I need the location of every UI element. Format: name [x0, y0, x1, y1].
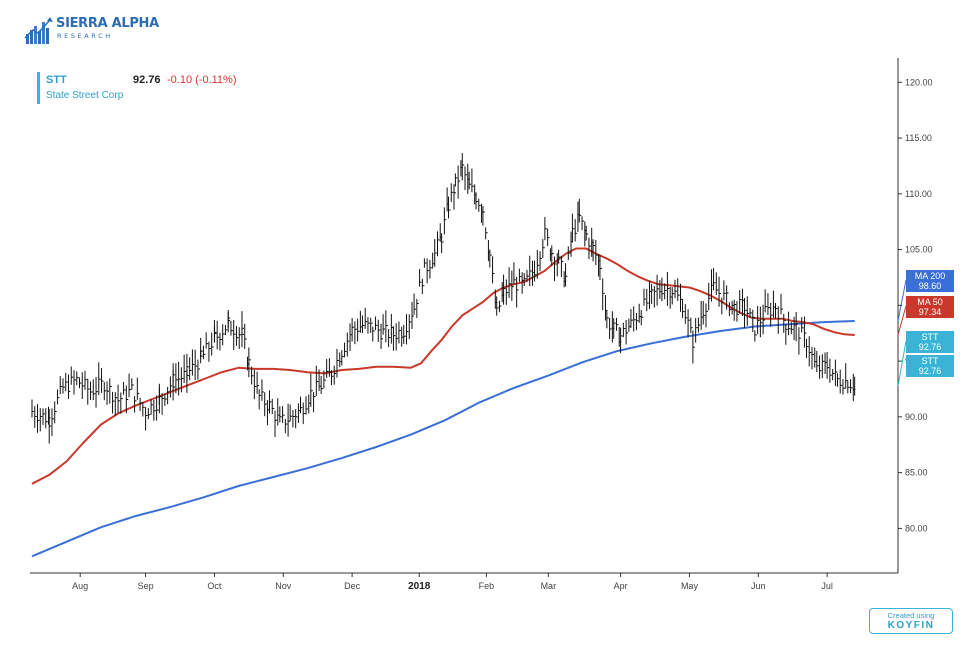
x-tick-label: Mar [541, 581, 557, 591]
y-tick-label: 120.00 [905, 77, 933, 87]
price-badge: STT 92.76 [906, 331, 954, 353]
x-tick-label: 2018 [408, 581, 431, 592]
logo-subtitle: RESEARCH [57, 32, 113, 40]
x-tick-label: Feb [479, 581, 495, 591]
ticker-header: STT State Street Corp [37, 72, 123, 104]
y-tick-label: 110.00 [905, 189, 932, 199]
x-tick-label: Jun [751, 581, 766, 591]
y-tick-label: 105.00 [905, 245, 933, 255]
ma200-badge: MA 200 98.60 [906, 270, 954, 292]
chart-frame [30, 58, 907, 574]
ma200-series [31, 320, 855, 558]
watermark-koyfin: KOYFIN [887, 620, 935, 631]
ma200-line [31, 320, 855, 558]
y-tick-label: 90.00 [905, 412, 928, 422]
ma50-badge: MA 50 97.34 [906, 296, 954, 318]
x-tick-label: Dec [344, 581, 361, 591]
x-axis-labels: Aug Sep Oct Nov Dec 2018 Feb Mar Apr May Jun Jul [72, 573, 833, 592]
price-change: -0.10 (-0.11%) [167, 74, 237, 86]
badge-label: STT [921, 356, 939, 366]
ma50-line [31, 247, 855, 485]
price-series [31, 153, 856, 444]
badge-value: 92.76 [918, 342, 942, 352]
badge-value: 92.76 [918, 366, 942, 376]
y-tick-label: 115.00 [905, 133, 932, 143]
sierra-alpha-logo: SIERRA ALPHA RESEARCH [24, 16, 159, 50]
koyfin-watermark[interactable]: Created using KOYFIN [869, 608, 953, 634]
x-tick-label: Sep [138, 581, 154, 591]
ma200-badge-connector [897, 279, 907, 322]
x-tick-label: Apr [614, 581, 628, 591]
y-tick-label: 80.00 [905, 523, 928, 533]
logo-title: SIERRA ALPHA [56, 16, 159, 31]
badge-value: 98.60 [918, 281, 942, 291]
ticker-symbol: STT [46, 74, 67, 86]
x-tick-label: Jul [821, 581, 833, 591]
y-tick-label: 85.00 [905, 468, 928, 478]
last-price: 92.76 [133, 74, 161, 86]
ma50-badge-connector [897, 305, 907, 336]
x-tick-label: Oct [207, 581, 222, 591]
badge-label: STT [921, 332, 939, 342]
badge-label: MA 200 [914, 271, 946, 281]
badge-value: 97.34 [918, 307, 942, 317]
price-badge-secondary: STT 92.76 [906, 355, 954, 377]
company-name: State Street Corp [46, 90, 124, 101]
ma50-series [31, 247, 855, 485]
skyline-icon [24, 17, 53, 44]
badge-label: MA 50 [917, 297, 943, 307]
watermark-created-using: Created using [887, 611, 935, 620]
x-tick-label: Nov [275, 581, 292, 591]
x-tick-label: Aug [72, 581, 88, 591]
price-badge-connector [897, 340, 907, 387]
x-tick-label: May [681, 581, 699, 591]
